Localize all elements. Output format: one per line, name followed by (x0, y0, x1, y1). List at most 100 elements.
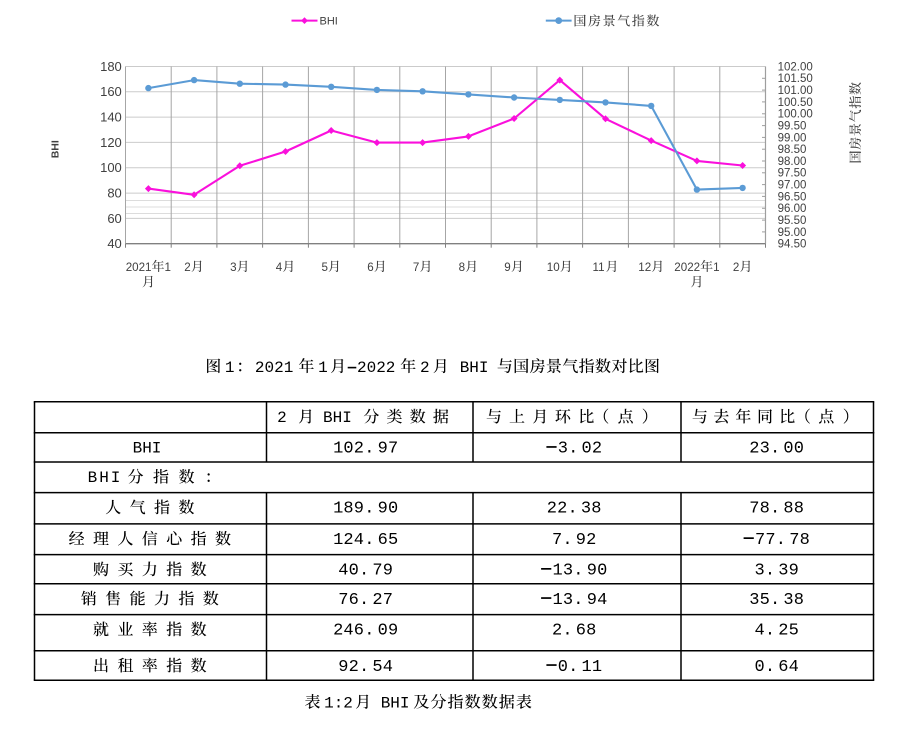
svg-text:6: 6 (576, 622, 586, 641)
svg-text:100.50: 100.50 (778, 97, 813, 109)
svg-text:3: 3 (760, 440, 770, 459)
svg-text:.: . (765, 622, 775, 641)
svg-text:.: . (568, 658, 578, 677)
svg-text:.: . (770, 500, 780, 519)
svg-text:3: 3 (558, 440, 568, 459)
svg-text:120: 120 (100, 135, 122, 150)
svg-text:3: 3 (783, 591, 793, 610)
svg-text:3: 3 (581, 500, 591, 519)
svg-text:6: 6 (778, 658, 788, 677)
svg-text:BHI: BHI (320, 16, 338, 28)
svg-text:2: 2 (372, 591, 382, 610)
svg-text:.: . (364, 622, 374, 641)
svg-text:9: 9 (388, 622, 398, 641)
svg-text:10: 10 (547, 261, 560, 274)
svg-text:102.00: 102.00 (778, 61, 813, 73)
svg-text:7: 7 (789, 531, 799, 550)
svg-text:8: 8 (586, 622, 596, 641)
svg-text:0: 0 (343, 440, 353, 459)
svg-text:5: 5 (789, 622, 799, 641)
svg-text:2: 2 (733, 261, 739, 274)
svg-text:11: 11 (593, 261, 605, 274)
svg-text:8: 8 (760, 500, 770, 519)
svg-text:.: . (573, 562, 583, 581)
svg-text:1: 1 (553, 591, 563, 610)
svg-text:9: 9 (576, 531, 586, 550)
svg-text:2022: 2022 (357, 359, 395, 377)
svg-text:6: 6 (378, 531, 388, 550)
svg-text:99.50: 99.50 (778, 121, 807, 133)
svg-text:8: 8 (800, 531, 810, 550)
svg-text:9: 9 (587, 562, 597, 581)
svg-text:BHI: BHI (133, 440, 162, 458)
svg-text:.: . (770, 440, 780, 459)
svg-text:.: . (359, 562, 369, 581)
svg-text:96.00: 96.00 (778, 203, 807, 215)
svg-text:1: 1 (333, 440, 343, 459)
svg-text:0: 0 (582, 440, 592, 459)
svg-text:3: 3 (563, 591, 573, 610)
svg-text:.: . (562, 531, 572, 550)
svg-text:0: 0 (558, 658, 568, 677)
svg-text:60: 60 (107, 211, 121, 226)
svg-text:1: 1 (592, 658, 602, 677)
svg-text:.: . (573, 591, 583, 610)
svg-text:97.00: 97.00 (778, 180, 807, 192)
svg-text:94.50: 94.50 (778, 239, 807, 251)
svg-text:7: 7 (388, 440, 398, 459)
svg-text:9: 9 (378, 440, 388, 459)
svg-text:1: 1 (333, 500, 343, 519)
svg-text:9: 9 (504, 261, 510, 274)
svg-text:1: 1 (582, 658, 592, 677)
svg-text:7: 7 (383, 591, 393, 610)
svg-text:4: 4 (354, 531, 364, 550)
svg-text:0: 0 (388, 500, 398, 519)
svg-text:9: 9 (354, 500, 364, 519)
svg-text:2021: 2021 (126, 261, 152, 274)
svg-text:8: 8 (783, 500, 793, 519)
svg-text:1: 1 (553, 562, 563, 581)
svg-text:.: . (359, 658, 369, 677)
svg-text:5: 5 (388, 531, 398, 550)
svg-text:96.50: 96.50 (778, 191, 807, 203)
svg-text:.: . (568, 440, 578, 459)
svg-text:2: 2 (592, 440, 602, 459)
svg-text:140: 140 (100, 110, 122, 125)
svg-text:95.50: 95.50 (778, 215, 807, 227)
svg-text:3: 3 (230, 261, 236, 274)
svg-text:.: . (364, 440, 374, 459)
svg-text:2: 2 (343, 531, 353, 550)
svg-text:1: 1 (225, 359, 235, 377)
svg-text:2022: 2022 (674, 261, 700, 274)
svg-text:.: . (562, 622, 572, 641)
svg-text:BHI: BHI (88, 469, 123, 487)
svg-text:4: 4 (755, 622, 765, 641)
svg-text:9: 9 (587, 591, 597, 610)
svg-text:.: . (364, 531, 374, 550)
svg-text:99.00: 99.00 (778, 132, 807, 144)
svg-text:8: 8 (343, 500, 353, 519)
svg-text:5: 5 (760, 591, 770, 610)
svg-text:2: 2 (420, 359, 430, 377)
svg-text:0: 0 (755, 658, 765, 677)
svg-text:2: 2 (184, 261, 190, 274)
svg-text:4: 4 (383, 658, 393, 677)
svg-text:4: 4 (338, 562, 348, 581)
svg-text:98.00: 98.00 (778, 156, 807, 168)
svg-text:0: 0 (597, 562, 607, 581)
svg-text:BHI: BHI (323, 409, 352, 427)
svg-text:2: 2 (333, 622, 343, 641)
svg-text:.: . (765, 658, 775, 677)
svg-text:3: 3 (563, 562, 573, 581)
svg-text:160: 160 (100, 84, 122, 99)
svg-text:1:2: 1:2 (324, 695, 353, 713)
svg-text:7: 7 (413, 261, 419, 274)
svg-text:0: 0 (783, 440, 793, 459)
svg-text:0: 0 (378, 622, 388, 641)
svg-text:80: 80 (107, 186, 121, 201)
svg-text:98.50: 98.50 (778, 144, 807, 156)
svg-text:8: 8 (794, 591, 804, 610)
svg-text:2: 2 (557, 500, 567, 519)
svg-text:180: 180 (100, 59, 122, 74)
svg-text:12: 12 (638, 261, 651, 274)
